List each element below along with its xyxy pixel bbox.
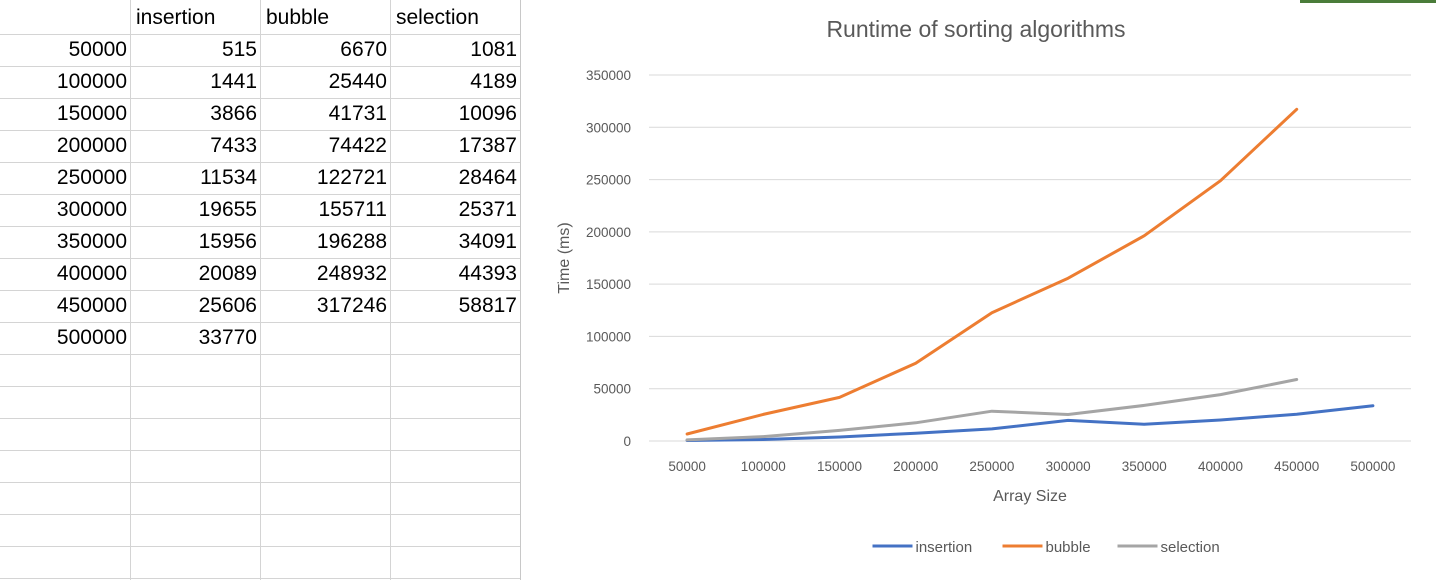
table-cell[interactable]: 44393: [458, 262, 517, 285]
table-cell[interactable]: 1441: [210, 70, 257, 93]
table-cell[interactable]: 400000: [56, 262, 127, 285]
table-cell[interactable]: 450000: [56, 294, 127, 317]
table-cell[interactable]: 28464: [458, 166, 517, 189]
table-cell[interactable]: 25606: [198, 294, 257, 317]
y-tick-label: 150000: [586, 277, 631, 292]
table-cell[interactable]: 20089: [198, 262, 257, 285]
y-tick-label: 200000: [586, 225, 631, 240]
table-cell[interactable]: 33770: [198, 326, 257, 349]
table-cell[interactable]: 58817: [458, 294, 517, 317]
x-tick-label: 150000: [817, 459, 862, 474]
table-cell[interactable]: 300000: [56, 198, 127, 221]
table-cell[interactable]: 500000: [56, 326, 127, 349]
table-cell[interactable]: 17387: [458, 134, 517, 157]
x-tick-label: 450000: [1274, 459, 1319, 474]
legend-label: bubble: [1046, 539, 1091, 556]
series-line-selection: [685, 378, 1299, 442]
selection-indicator: [1300, 0, 1436, 3]
table-cell[interactable]: 25440: [328, 70, 387, 93]
x-tick-label: 350000: [1122, 459, 1167, 474]
table-cell[interactable]: 196288: [316, 230, 387, 253]
table-cell[interactable]: 3866: [210, 102, 257, 125]
y-tick-label: 300000: [586, 120, 631, 135]
series-line-bubble: [685, 107, 1299, 436]
table-cell[interactable]: 100000: [56, 70, 127, 93]
legend-label: selection: [1161, 539, 1220, 556]
header-cell[interactable]: selection: [396, 6, 479, 29]
table-cell[interactable]: 50000: [68, 38, 127, 61]
table-cell[interactable]: 155711: [318, 198, 387, 221]
table-cell[interactable]: 19655: [198, 198, 257, 221]
series-line-insertion: [685, 404, 1375, 442]
table-cell[interactable]: 11534: [200, 166, 257, 189]
table-cell[interactable]: [391, 322, 521, 354]
table-cell[interactable]: 10096: [458, 102, 517, 125]
table-cell[interactable]: 200000: [56, 134, 127, 157]
legend-label: insertion: [916, 539, 973, 556]
header-cell[interactable]: insertion: [136, 6, 216, 29]
table-cell[interactable]: 15956: [198, 230, 257, 253]
table-cell[interactable]: 150000: [56, 102, 127, 125]
table-cell[interactable]: 25371: [458, 198, 517, 221]
table-cell[interactable]: 7433: [210, 134, 257, 157]
table-cell[interactable]: 41731: [328, 102, 387, 125]
x-tick-label: 300000: [1046, 459, 1091, 474]
header-cell[interactable]: bubble: [266, 6, 330, 29]
table-cell[interactable]: 4189: [470, 70, 517, 93]
x-tick-label: 250000: [969, 459, 1014, 474]
header-cell[interactable]: [0, 2, 131, 34]
table-cell[interactable]: 350000: [56, 230, 127, 253]
table-cell[interactable]: 122721: [316, 166, 387, 189]
table-cell[interactable]: 74422: [328, 134, 387, 157]
y-tick-label: 0: [623, 434, 631, 449]
table-cell[interactable]: 515: [221, 38, 257, 61]
x-tick-label: 400000: [1198, 459, 1243, 474]
table-cell[interactable]: 248932: [316, 262, 387, 285]
x-tick-label: 50000: [668, 459, 706, 474]
table-cell[interactable]: 1081: [470, 38, 517, 61]
table-cell[interactable]: 6670: [340, 38, 387, 61]
y-tick-label: 50000: [593, 382, 631, 397]
table-cell[interactable]: 250000: [56, 166, 127, 189]
line-chart[interactable]: Runtime of sorting algorithms 0 50000 1000…: [520, 0, 1436, 580]
x-tick-label: 500000: [1350, 459, 1395, 474]
table-cell[interactable]: 317246: [316, 294, 387, 317]
chart-title: Runtime of sorting algorithms: [826, 16, 1126, 42]
chart-plot: 0 50000 100000 150000 200000 250000 300000 3500…: [556, 68, 1411, 556]
table-cell[interactable]: [261, 322, 391, 354]
x-tick-label: 200000: [893, 459, 938, 474]
x-axis-title: Array Size: [993, 488, 1067, 505]
x-tick-label: 100000: [741, 459, 786, 474]
y-tick-label: 250000: [586, 173, 631, 188]
y-tick-label: 350000: [586, 68, 631, 83]
y-axis-title: Time (ms): [556, 222, 573, 293]
table-cell[interactable]: 34091: [458, 230, 517, 253]
y-tick-label: 100000: [586, 329, 631, 344]
